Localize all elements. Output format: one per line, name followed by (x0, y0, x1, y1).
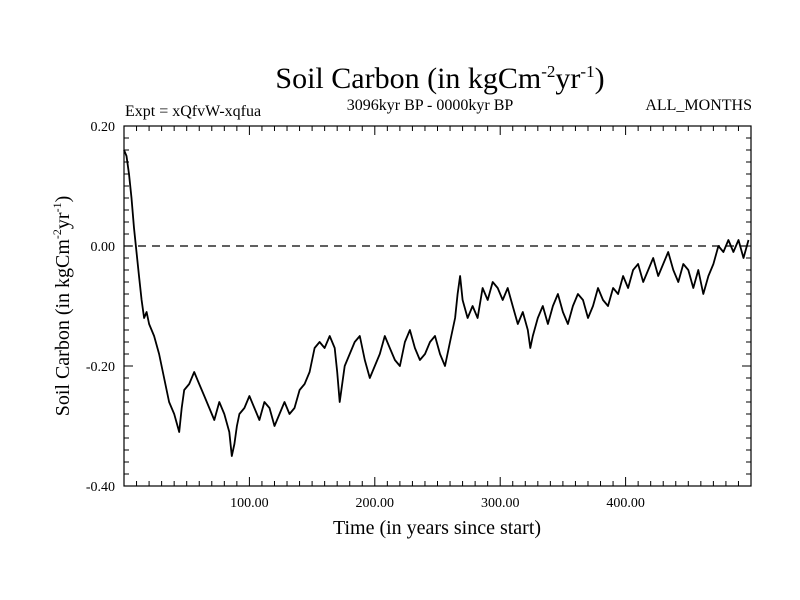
y-tick-label: -0.20 (86, 360, 115, 375)
x-tick-label: 400.00 (606, 496, 645, 511)
y-tick-label: -0.40 (86, 480, 115, 495)
x-tick-label: 300.00 (481, 496, 520, 511)
data-series-line (123, 149, 750, 457)
chart-title: Soil Carbon (in kgCm-2yr-1) (275, 62, 604, 95)
x-axis-label: Time (in years since start) (333, 517, 541, 539)
subtitle-experiment: Expt = xQfvW-xqfua (125, 103, 261, 120)
plot-frame (123, 125, 752, 487)
axis-tick-labels: 100.00 200.00 300.00 400.00 0.20 0.00 -0.20 -0.… (86, 120, 645, 511)
subtitle-months: ALL_MONTHS (645, 97, 752, 114)
x-tick-label: 100.00 (230, 496, 269, 511)
y-tick-label: 0.20 (91, 120, 116, 135)
subtitle-time-range: 3096kyr BP - 0000kyr BP (347, 97, 514, 114)
y-axis-label: Soil Carbon (in kgCm-2yr-1) (50, 196, 74, 417)
y-tick-label: 0.00 (91, 240, 116, 255)
x-tick-label: 200.00 (356, 496, 395, 511)
axis-ticks (124, 126, 751, 486)
